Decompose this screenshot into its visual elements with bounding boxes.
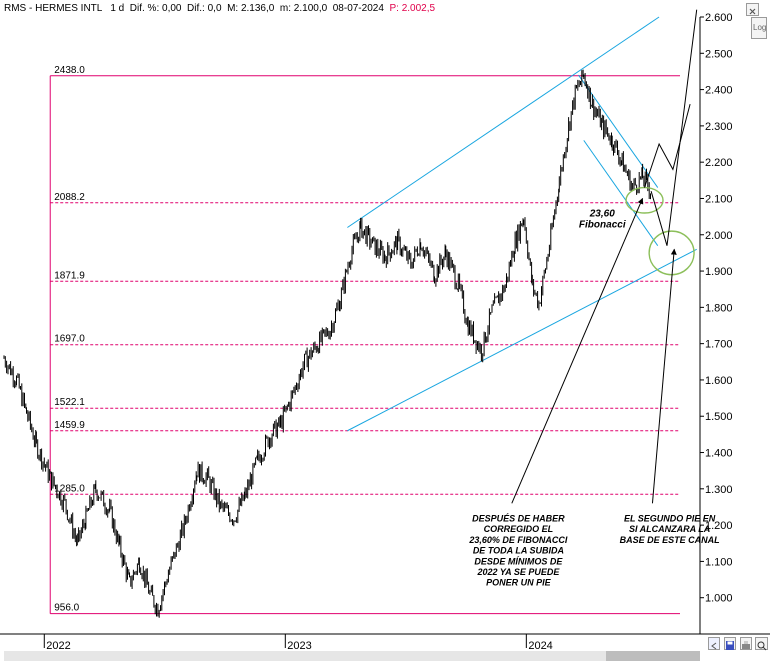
annotation-text: 23,60 Fibonacci	[579, 209, 626, 231]
x-tick-label: 2022	[46, 640, 70, 652]
max-value: 2.136,0	[240, 3, 275, 14]
annotation-line: CORREGIDO EL	[484, 524, 554, 534]
fib-level-label: 2088.2	[54, 192, 85, 203]
y-tick-label: 2.500	[705, 48, 733, 60]
projection-path	[644, 103, 691, 188]
annotation-arrow	[651, 248, 677, 504]
highlight-ellipse	[648, 230, 695, 276]
y-tick-label: 2.400	[705, 85, 733, 97]
fib-level-label: 1285.0	[54, 483, 85, 494]
dif-value: 0,0	[207, 3, 222, 14]
annotation-line: DESDE MÍNIMOS DE	[474, 556, 563, 566]
arrow-left-icon	[711, 642, 717, 650]
annotation-line: DESPUÉS DE HABER	[472, 513, 565, 523]
y-tick-label: 2.600	[705, 12, 733, 24]
zoom-button[interactable]	[755, 637, 768, 651]
annotation-text: EL SEGUNDO PIE EN SI ALCANZARA LA BASE DE …	[620, 513, 720, 544]
annotation-arrow	[511, 197, 644, 504]
dif-pct-value: 0,00	[162, 3, 182, 14]
annotation-line: SI ALCANZARA LA	[629, 524, 710, 534]
annotation-line: EL SEGUNDO PIE EN	[624, 513, 716, 523]
y-tick-label: 1.000	[705, 593, 733, 605]
disk-icon	[726, 641, 734, 650]
highlight-ellipse	[625, 186, 664, 214]
y-tick-label: 2.000	[705, 230, 733, 242]
y-tick-label: 1.200	[705, 520, 733, 532]
annotation-line: PONER UN PIE	[486, 578, 552, 588]
x-tick-label: 2024	[528, 640, 552, 652]
min-label: m:	[279, 3, 292, 14]
scrollbar-thumb	[606, 651, 700, 661]
annotation-line: 2022 YA SE PUEDE	[476, 567, 560, 577]
channel-line-short-lower	[583, 140, 659, 246]
annotation-text: DESPUÉS DE HABER CORREGIDO EL 23,60% DE FI…	[468, 513, 568, 587]
save-button[interactable]	[724, 637, 736, 650]
price-value: 2.002,5	[401, 3, 436, 14]
annotation-line: 23,60% DE FIBONACCI	[468, 535, 568, 545]
print-icon	[742, 641, 750, 649]
annotation-line: 23,60	[589, 209, 615, 220]
annotation-line: Fibonacci	[579, 219, 626, 230]
scroll-left-button[interactable]	[708, 637, 720, 650]
chart-header: RMS - HERMES INTL 1 d Dif. %: 0,00 Dif.:…	[4, 3, 435, 14]
price-label: P:	[389, 3, 399, 14]
date-value: 08-07-2024	[332, 3, 384, 14]
magnifier-icon	[757, 641, 767, 651]
print-button[interactable]	[740, 637, 752, 650]
close-icon	[749, 8, 756, 15]
dif-label: Dif.:	[187, 3, 205, 14]
channel-line-upper	[347, 16, 660, 228]
log-scale-button[interactable]: Log	[751, 17, 767, 39]
annotation-line: DE TODA LA SUBIDA	[473, 546, 564, 556]
fib-level-label: 1459.9	[54, 420, 85, 431]
price-series	[3, 69, 651, 618]
y-tick-label: 2.200	[705, 157, 733, 169]
fib-level-label: 1697.0	[54, 334, 85, 345]
annotation-line: BASE DE ESTE CANAL	[620, 535, 720, 545]
y-tick-label: 2.300	[705, 121, 733, 133]
projection-path-2	[650, 9, 698, 246]
y-tick-label: 1.500	[705, 411, 733, 423]
log-scale-label: Log	[753, 23, 767, 32]
y-tick-label: 1.300	[705, 484, 733, 496]
channel-line-lower	[347, 248, 697, 432]
min-value: 2.100,0	[293, 3, 328, 14]
y-tick-label: 1.700	[705, 339, 733, 351]
max-label: M:	[227, 3, 239, 14]
y-tick-label: 1.900	[705, 266, 733, 278]
scrollbar-track	[4, 651, 700, 661]
channel-line-short-upper	[578, 74, 659, 188]
ticker-name: RMS - HERMES INTL	[4, 3, 102, 14]
x-tick-label: 2023	[287, 640, 311, 652]
period-label: 1 d	[110, 3, 125, 14]
dif-pct-label: Dif. %:	[129, 3, 160, 14]
y-tick-label: 1.400	[705, 448, 733, 460]
y-tick-label: 1.800	[705, 302, 733, 314]
fib-level-label: 1522.1	[54, 397, 85, 408]
y-tick-label: 1.100	[705, 556, 733, 568]
y-tick-label: 2.100	[705, 193, 733, 205]
fib-level-label: 2438.0	[54, 65, 85, 76]
fib-level-label: 1871.9	[54, 270, 85, 281]
y-tick-label: 1.600	[705, 375, 733, 387]
close-button[interactable]	[746, 3, 759, 16]
fib-level-label: 956.0	[54, 603, 79, 614]
